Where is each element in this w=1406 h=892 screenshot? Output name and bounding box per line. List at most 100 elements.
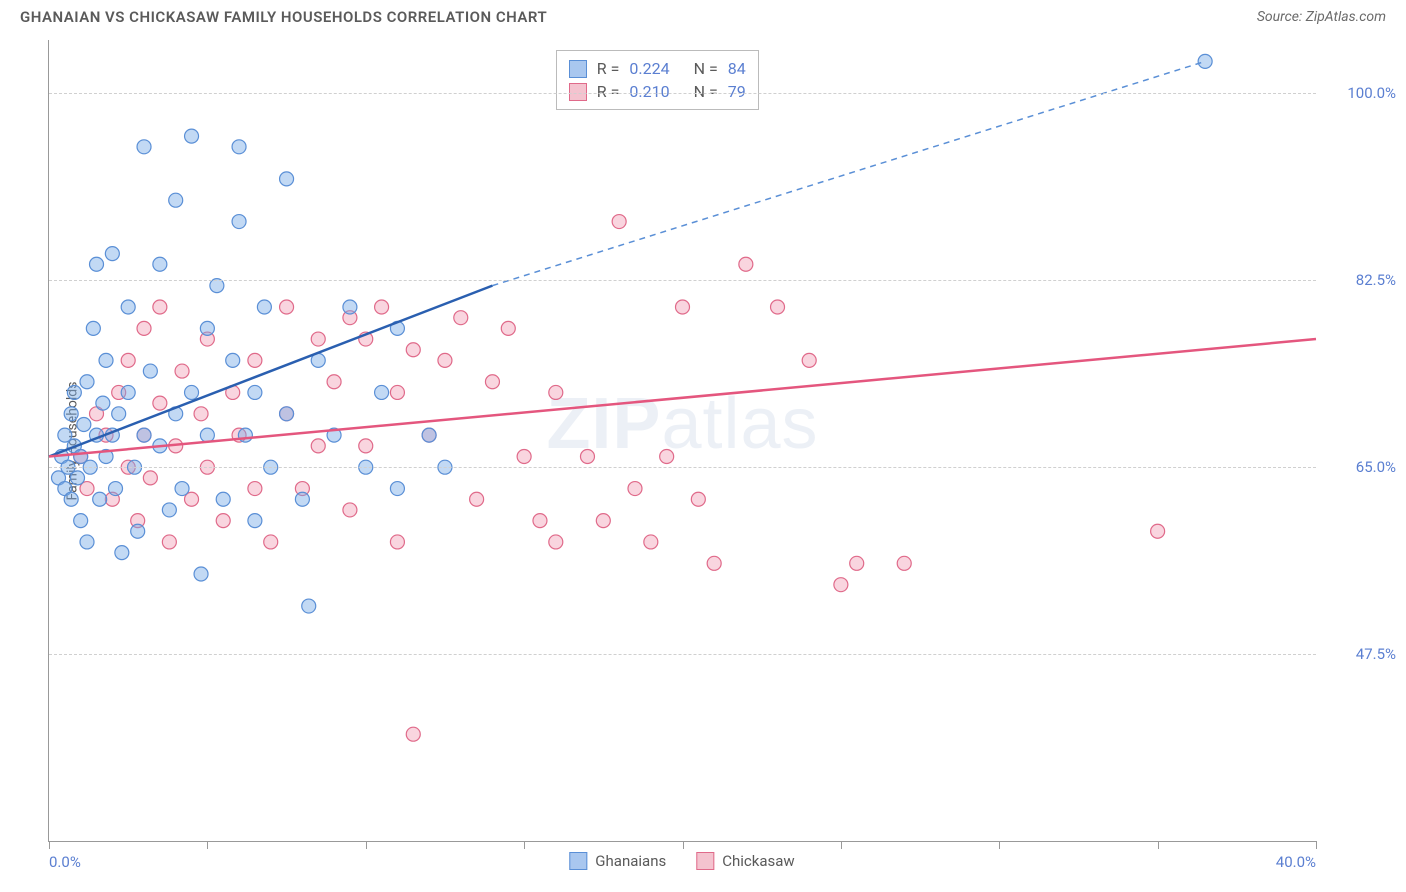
scatter-point-ghanaians bbox=[232, 215, 246, 229]
scatter-point-ghanaians bbox=[216, 492, 230, 506]
n-label: N = bbox=[694, 59, 718, 78]
y-tick-label: 82.5% bbox=[1326, 271, 1396, 289]
bottom-legend: Ghanaians Chickasaw bbox=[569, 852, 794, 870]
source-value: ZipAtlas.com bbox=[1306, 9, 1386, 25]
scatter-point-ghanaians bbox=[121, 300, 135, 314]
scatter-point-chickasaw bbox=[311, 332, 325, 346]
scatter-point-ghanaians bbox=[64, 492, 78, 506]
grid-line bbox=[49, 280, 1316, 281]
scatter-point-chickasaw bbox=[162, 535, 176, 549]
scatter-point-chickasaw bbox=[1151, 524, 1165, 538]
source-attribution: Source: ZipAtlas.com bbox=[1257, 9, 1386, 25]
scatter-point-ghanaians bbox=[295, 492, 309, 506]
scatter-point-chickasaw bbox=[194, 407, 208, 421]
scatter-point-chickasaw bbox=[549, 535, 563, 549]
x-tick bbox=[841, 841, 842, 849]
y-tick-label: 65.0% bbox=[1326, 458, 1396, 476]
scatter-point-chickasaw bbox=[676, 300, 690, 314]
scatter-point-chickasaw bbox=[280, 300, 294, 314]
scatter-point-chickasaw bbox=[327, 375, 341, 389]
x-tick bbox=[524, 841, 525, 849]
grid-line bbox=[49, 467, 1316, 468]
scatter-point-chickasaw bbox=[359, 439, 373, 453]
scatter-point-ghanaians bbox=[175, 482, 189, 496]
r-value-ghanaians: 0.224 bbox=[629, 59, 669, 78]
scatter-point-chickasaw bbox=[406, 343, 420, 357]
scatter-point-ghanaians bbox=[422, 428, 436, 442]
scatter-point-ghanaians bbox=[257, 300, 271, 314]
scatter-point-ghanaians bbox=[109, 482, 123, 496]
scatter-point-ghanaians bbox=[67, 385, 81, 399]
scatter-point-chickasaw bbox=[612, 215, 626, 229]
legend-label-ghanaians: Ghanaians bbox=[595, 852, 666, 870]
scatter-point-chickasaw bbox=[390, 385, 404, 399]
scatter-point-chickasaw bbox=[549, 385, 563, 399]
legend-item-ghanaians: Ghanaians bbox=[569, 852, 666, 870]
scatter-point-chickasaw bbox=[628, 482, 642, 496]
legend-label-chickasaw: Chickasaw bbox=[722, 852, 794, 870]
scatter-point-ghanaians bbox=[80, 375, 94, 389]
grid-line bbox=[49, 93, 1316, 94]
scatter-point-ghanaians bbox=[71, 471, 85, 485]
scatter-point-ghanaians bbox=[77, 417, 91, 431]
source-label: Source: bbox=[1257, 9, 1306, 25]
scatter-point-ghanaians bbox=[185, 129, 199, 143]
scatter-point-ghanaians bbox=[280, 172, 294, 186]
x-tick bbox=[1158, 841, 1159, 849]
scatter-point-ghanaians bbox=[343, 300, 357, 314]
scatter-point-chickasaw bbox=[691, 492, 705, 506]
scatter-point-ghanaians bbox=[200, 428, 214, 442]
scatter-point-ghanaians bbox=[115, 546, 129, 560]
scatter-point-ghanaians bbox=[302, 599, 316, 613]
n-label: N = bbox=[694, 82, 718, 101]
scatter-point-ghanaians bbox=[86, 321, 100, 335]
scatter-point-chickasaw bbox=[175, 364, 189, 378]
y-tick-label: 47.5% bbox=[1326, 645, 1396, 663]
scatter-point-chickasaw bbox=[406, 727, 420, 741]
scatter-point-ghanaians bbox=[143, 364, 157, 378]
scatter-point-ghanaians bbox=[238, 428, 252, 442]
n-value-chickasaw: 79 bbox=[728, 82, 746, 101]
scatter-point-chickasaw bbox=[596, 514, 610, 528]
scatter-point-ghanaians bbox=[90, 257, 104, 271]
scatter-point-chickasaw bbox=[644, 535, 658, 549]
scatter-point-ghanaians bbox=[121, 385, 135, 399]
chart-container: Family Households ZIPatlas R = 0.224 N =… bbox=[48, 40, 1316, 842]
scatter-point-ghanaians bbox=[74, 514, 88, 528]
scatter-svg bbox=[49, 40, 1316, 841]
x-tick bbox=[366, 841, 367, 849]
legend-swatch-chickasaw bbox=[696, 852, 714, 870]
scatter-point-chickasaw bbox=[343, 503, 357, 517]
scatter-point-ghanaians bbox=[375, 385, 389, 399]
scatter-point-ghanaians bbox=[93, 492, 107, 506]
stats-row-ghanaians: R = 0.224 N = 84 bbox=[569, 57, 746, 80]
scatter-point-ghanaians bbox=[80, 535, 94, 549]
swatch-chickasaw bbox=[569, 83, 587, 101]
chart-title: GHANAIAN VS CHICKASAW FAMILY HOUSEHOLDS … bbox=[20, 8, 547, 26]
scatter-point-chickasaw bbox=[264, 535, 278, 549]
scatter-point-chickasaw bbox=[438, 353, 452, 367]
scatter-point-chickasaw bbox=[533, 514, 547, 528]
scatter-point-chickasaw bbox=[216, 514, 230, 528]
stats-row-chickasaw: R = 0.210 N = 79 bbox=[569, 80, 746, 103]
grid-line bbox=[49, 654, 1316, 655]
x-tick bbox=[207, 841, 208, 849]
r-value-chickasaw: 0.210 bbox=[629, 82, 669, 101]
scatter-point-chickasaw bbox=[470, 492, 484, 506]
scatter-point-chickasaw bbox=[660, 450, 674, 464]
scatter-point-ghanaians bbox=[248, 385, 262, 399]
scatter-point-chickasaw bbox=[834, 578, 848, 592]
scatter-point-chickasaw bbox=[248, 482, 262, 496]
scatter-point-chickasaw bbox=[485, 375, 499, 389]
scatter-point-chickasaw bbox=[121, 353, 135, 367]
scatter-point-ghanaians bbox=[64, 407, 78, 421]
y-tick-label: 100.0% bbox=[1326, 84, 1396, 102]
r-label: R = bbox=[597, 82, 620, 101]
x-tick bbox=[1316, 841, 1317, 849]
x-tick bbox=[999, 841, 1000, 849]
scatter-point-chickasaw bbox=[153, 300, 167, 314]
scatter-point-ghanaians bbox=[390, 482, 404, 496]
scatter-point-chickasaw bbox=[517, 450, 531, 464]
scatter-point-ghanaians bbox=[280, 407, 294, 421]
scatter-point-ghanaians bbox=[169, 193, 183, 207]
